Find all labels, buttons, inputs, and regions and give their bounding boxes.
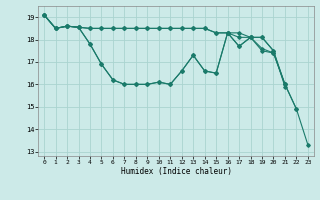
X-axis label: Humidex (Indice chaleur): Humidex (Indice chaleur) <box>121 167 231 176</box>
